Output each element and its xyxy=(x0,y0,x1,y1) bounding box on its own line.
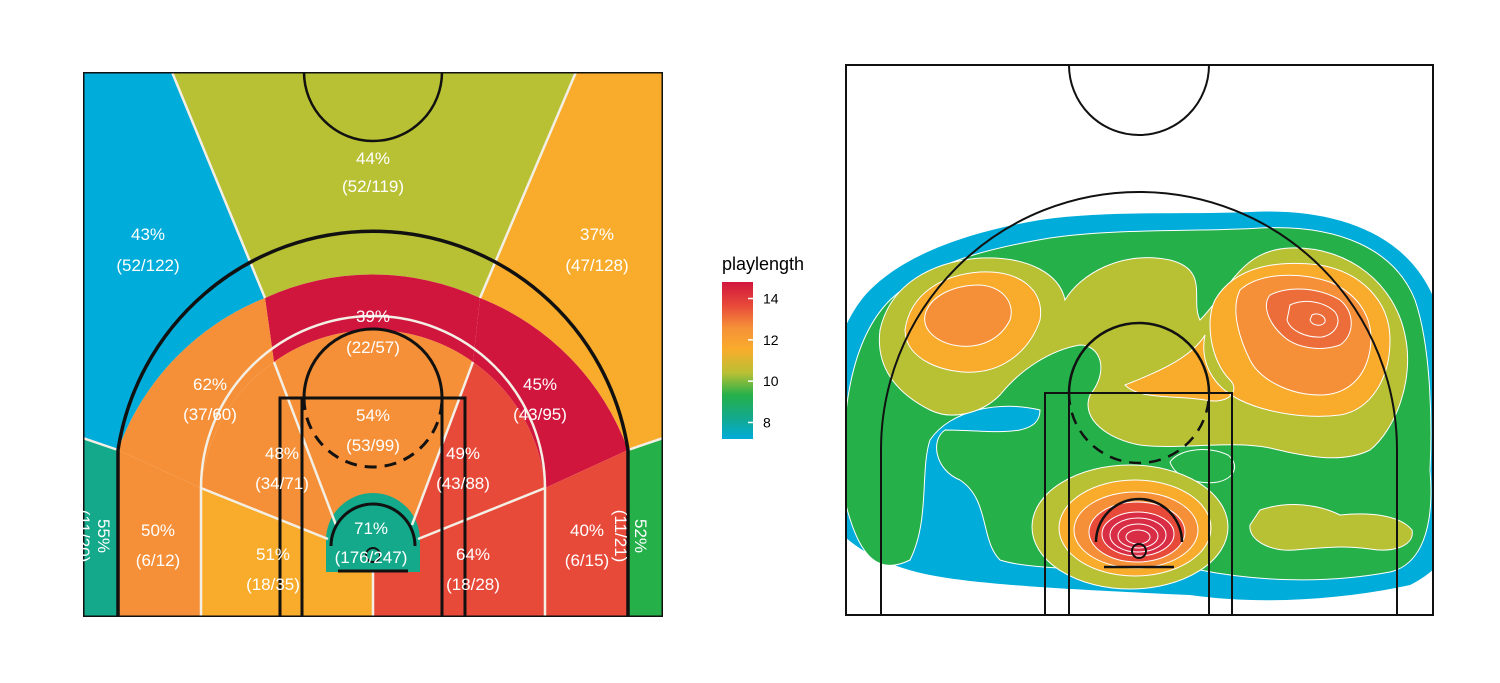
zone-pct-12: 40% xyxy=(570,521,604,540)
zone-5 xyxy=(473,298,628,488)
zone-ratio-2: (47/128) xyxy=(565,256,628,275)
zone-ratio-5: (43/95) xyxy=(513,405,567,424)
zone-11 xyxy=(373,488,545,617)
zone-6 xyxy=(274,330,473,525)
zone-ratio-14: (11/20) xyxy=(74,510,93,563)
zone-10 xyxy=(201,488,373,617)
zone-pct-6: 54% xyxy=(356,406,390,425)
zone-pct-7: 48% xyxy=(265,444,299,463)
zone-ratio-10: (18/35) xyxy=(246,575,300,594)
legend-tick-label-0: 8 xyxy=(763,414,771,430)
zone-9 xyxy=(118,450,201,617)
contour-island xyxy=(1249,504,1413,551)
zone-pct-4: 62% xyxy=(193,375,227,394)
zone-2 xyxy=(480,72,663,450)
legend-tick-label-3: 14 xyxy=(763,291,779,307)
zone-ratio-15: (11/21) xyxy=(611,510,630,563)
zone-label-14: 55%(11/20) xyxy=(74,510,113,563)
zone-labels: 44% (52/119) 43% (52/122) 37% (47/128) 39% (22/… xyxy=(74,149,650,594)
zone-ratio-11: (18/28) xyxy=(446,575,500,594)
legend-title: playlength xyxy=(722,254,804,274)
zone-label-15: 52%(11/21) xyxy=(611,510,650,563)
zone-pct-13: 71% xyxy=(354,519,388,538)
legend: playlength 8 10 12 14 xyxy=(722,254,804,439)
contour-ring xyxy=(1286,301,1339,338)
legend-tick-label-1: 10 xyxy=(763,373,779,389)
zone-4 xyxy=(118,298,274,488)
zone-8 xyxy=(412,362,545,539)
zone-pct-3: 39% xyxy=(356,307,390,326)
zone-pct-0: 44% xyxy=(356,149,390,168)
contour-heatmap xyxy=(845,64,1434,616)
zone-0 xyxy=(172,72,576,298)
court-lines xyxy=(83,72,663,617)
zone-pct-14: 55% xyxy=(94,519,113,553)
zone-pct-5: 45% xyxy=(523,375,557,394)
zone-pct-10: 51% xyxy=(256,545,290,564)
contour-rim-14 xyxy=(1101,511,1175,557)
zone-pct-15: 52% xyxy=(631,519,650,553)
zone-ratio-13: (176/247) xyxy=(335,548,408,567)
zone-ratio-9: (6/12) xyxy=(136,551,180,570)
zone-15 xyxy=(628,438,663,617)
zone-1 xyxy=(83,72,265,450)
legend-colorbar xyxy=(722,282,753,439)
zone-pct-2: 37% xyxy=(580,225,614,244)
zone-pct-8: 49% xyxy=(446,444,480,463)
zone-ratio-3: (22/57) xyxy=(346,338,400,357)
zone-12 xyxy=(545,450,628,617)
zone-ratio-6: (53/99) xyxy=(346,436,400,455)
zone-pct-1: 43% xyxy=(131,225,165,244)
legend-tick-label-2: 12 xyxy=(763,332,779,348)
zone-shot-chart: 44% (52/119) 43% (52/122) 37% (47/128) 39% (22/… xyxy=(74,72,663,617)
zone-ratio-8: (43/88) xyxy=(436,474,490,493)
zone-pct-11: 64% xyxy=(456,545,490,564)
court-lines-right xyxy=(845,64,1434,616)
zone-ratio-7: (34/71) xyxy=(255,474,309,493)
zone-ratio-0: (52/119) xyxy=(342,177,404,196)
zone-ratio-1: (52/122) xyxy=(116,256,179,275)
zone-ratio-4: (37/60) xyxy=(183,405,237,424)
zone-ratio-12: (6/15) xyxy=(565,551,609,570)
zone-14 xyxy=(83,438,118,617)
zone-3 xyxy=(265,274,480,362)
zone-pct-9: 50% xyxy=(141,521,175,540)
contour-level-12 xyxy=(924,274,1372,396)
